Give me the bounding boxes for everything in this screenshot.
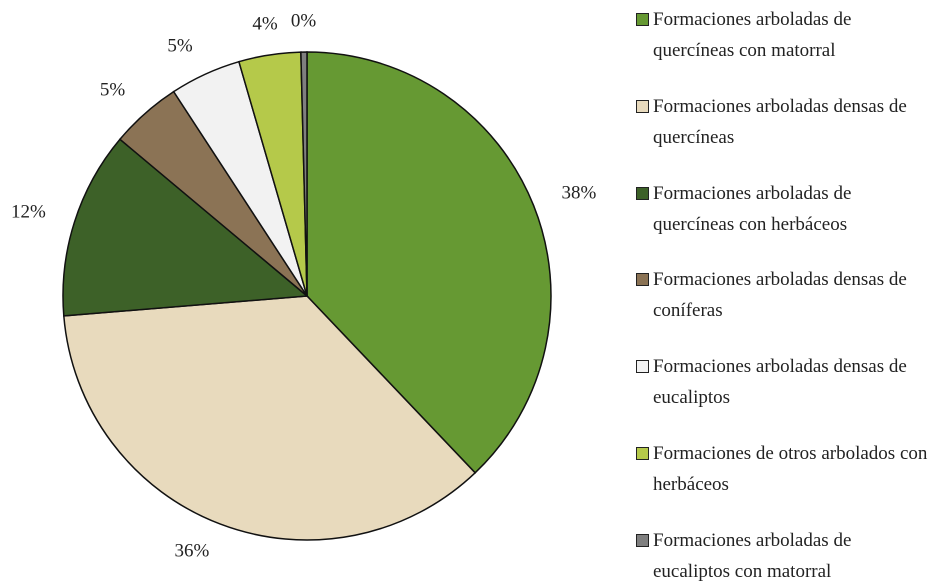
- pie-slice: [63, 295, 477, 541]
- legend-label: Formaciones arboladas densas de quercíne…: [653, 95, 907, 148]
- pie-slice: [62, 138, 309, 317]
- data-label: 38%: [561, 183, 596, 204]
- legend-swatch: [636, 186, 649, 200]
- legend-label: Formaciones arboladas densas de conífera…: [653, 269, 907, 322]
- data-label: 5%: [167, 35, 193, 56]
- data-label: 5%: [100, 79, 126, 100]
- legend-label: Formaciones de otros arbolados con herbá…: [653, 443, 928, 495]
- legend-item: Formaciones arboladas densas de quercíne…: [636, 91, 932, 153]
- legend-item: Formaciones arboladas densas de eucalipt…: [636, 351, 932, 413]
- legend-item: Formaciones arboladas densas de conífera…: [636, 264, 932, 326]
- legend-label: Formaciones arboladas de eucaliptos con …: [653, 529, 852, 582]
- data-label: 4%: [252, 14, 278, 35]
- legend-label: Formaciones arboladas de quercíneas con …: [653, 9, 852, 61]
- legend-item: Formaciones arboladas de quercíneas con …: [636, 4, 932, 66]
- pie-area: 38% 36% 12% 5% 5% 4% 0%: [11, 10, 596, 561]
- legend-swatch: [636, 533, 649, 547]
- data-label: 36%: [175, 540, 210, 561]
- legend-label: Formaciones arboladas densas de eucalipt…: [653, 356, 907, 409]
- legend-label: Formaciones arboladas de quercíneas con …: [653, 182, 852, 235]
- legend-item: Formaciones arboladas de quercíneas con …: [636, 178, 932, 240]
- legend-swatch: [636, 447, 649, 460]
- legend-swatch: [636, 273, 649, 287]
- data-label: 0%: [291, 10, 317, 31]
- pie-slice: [306, 51, 552, 474]
- legend-item: Formaciones arboladas de eucaliptos con …: [636, 525, 932, 587]
- legend-swatch: [636, 99, 649, 113]
- legend-swatch: [636, 360, 649, 374]
- legend-item: Formaciones de otros arbolados con herbá…: [636, 438, 932, 500]
- legend-swatch: [636, 13, 649, 26]
- pie-slice: [300, 51, 308, 297]
- data-label: 12%: [11, 201, 46, 222]
